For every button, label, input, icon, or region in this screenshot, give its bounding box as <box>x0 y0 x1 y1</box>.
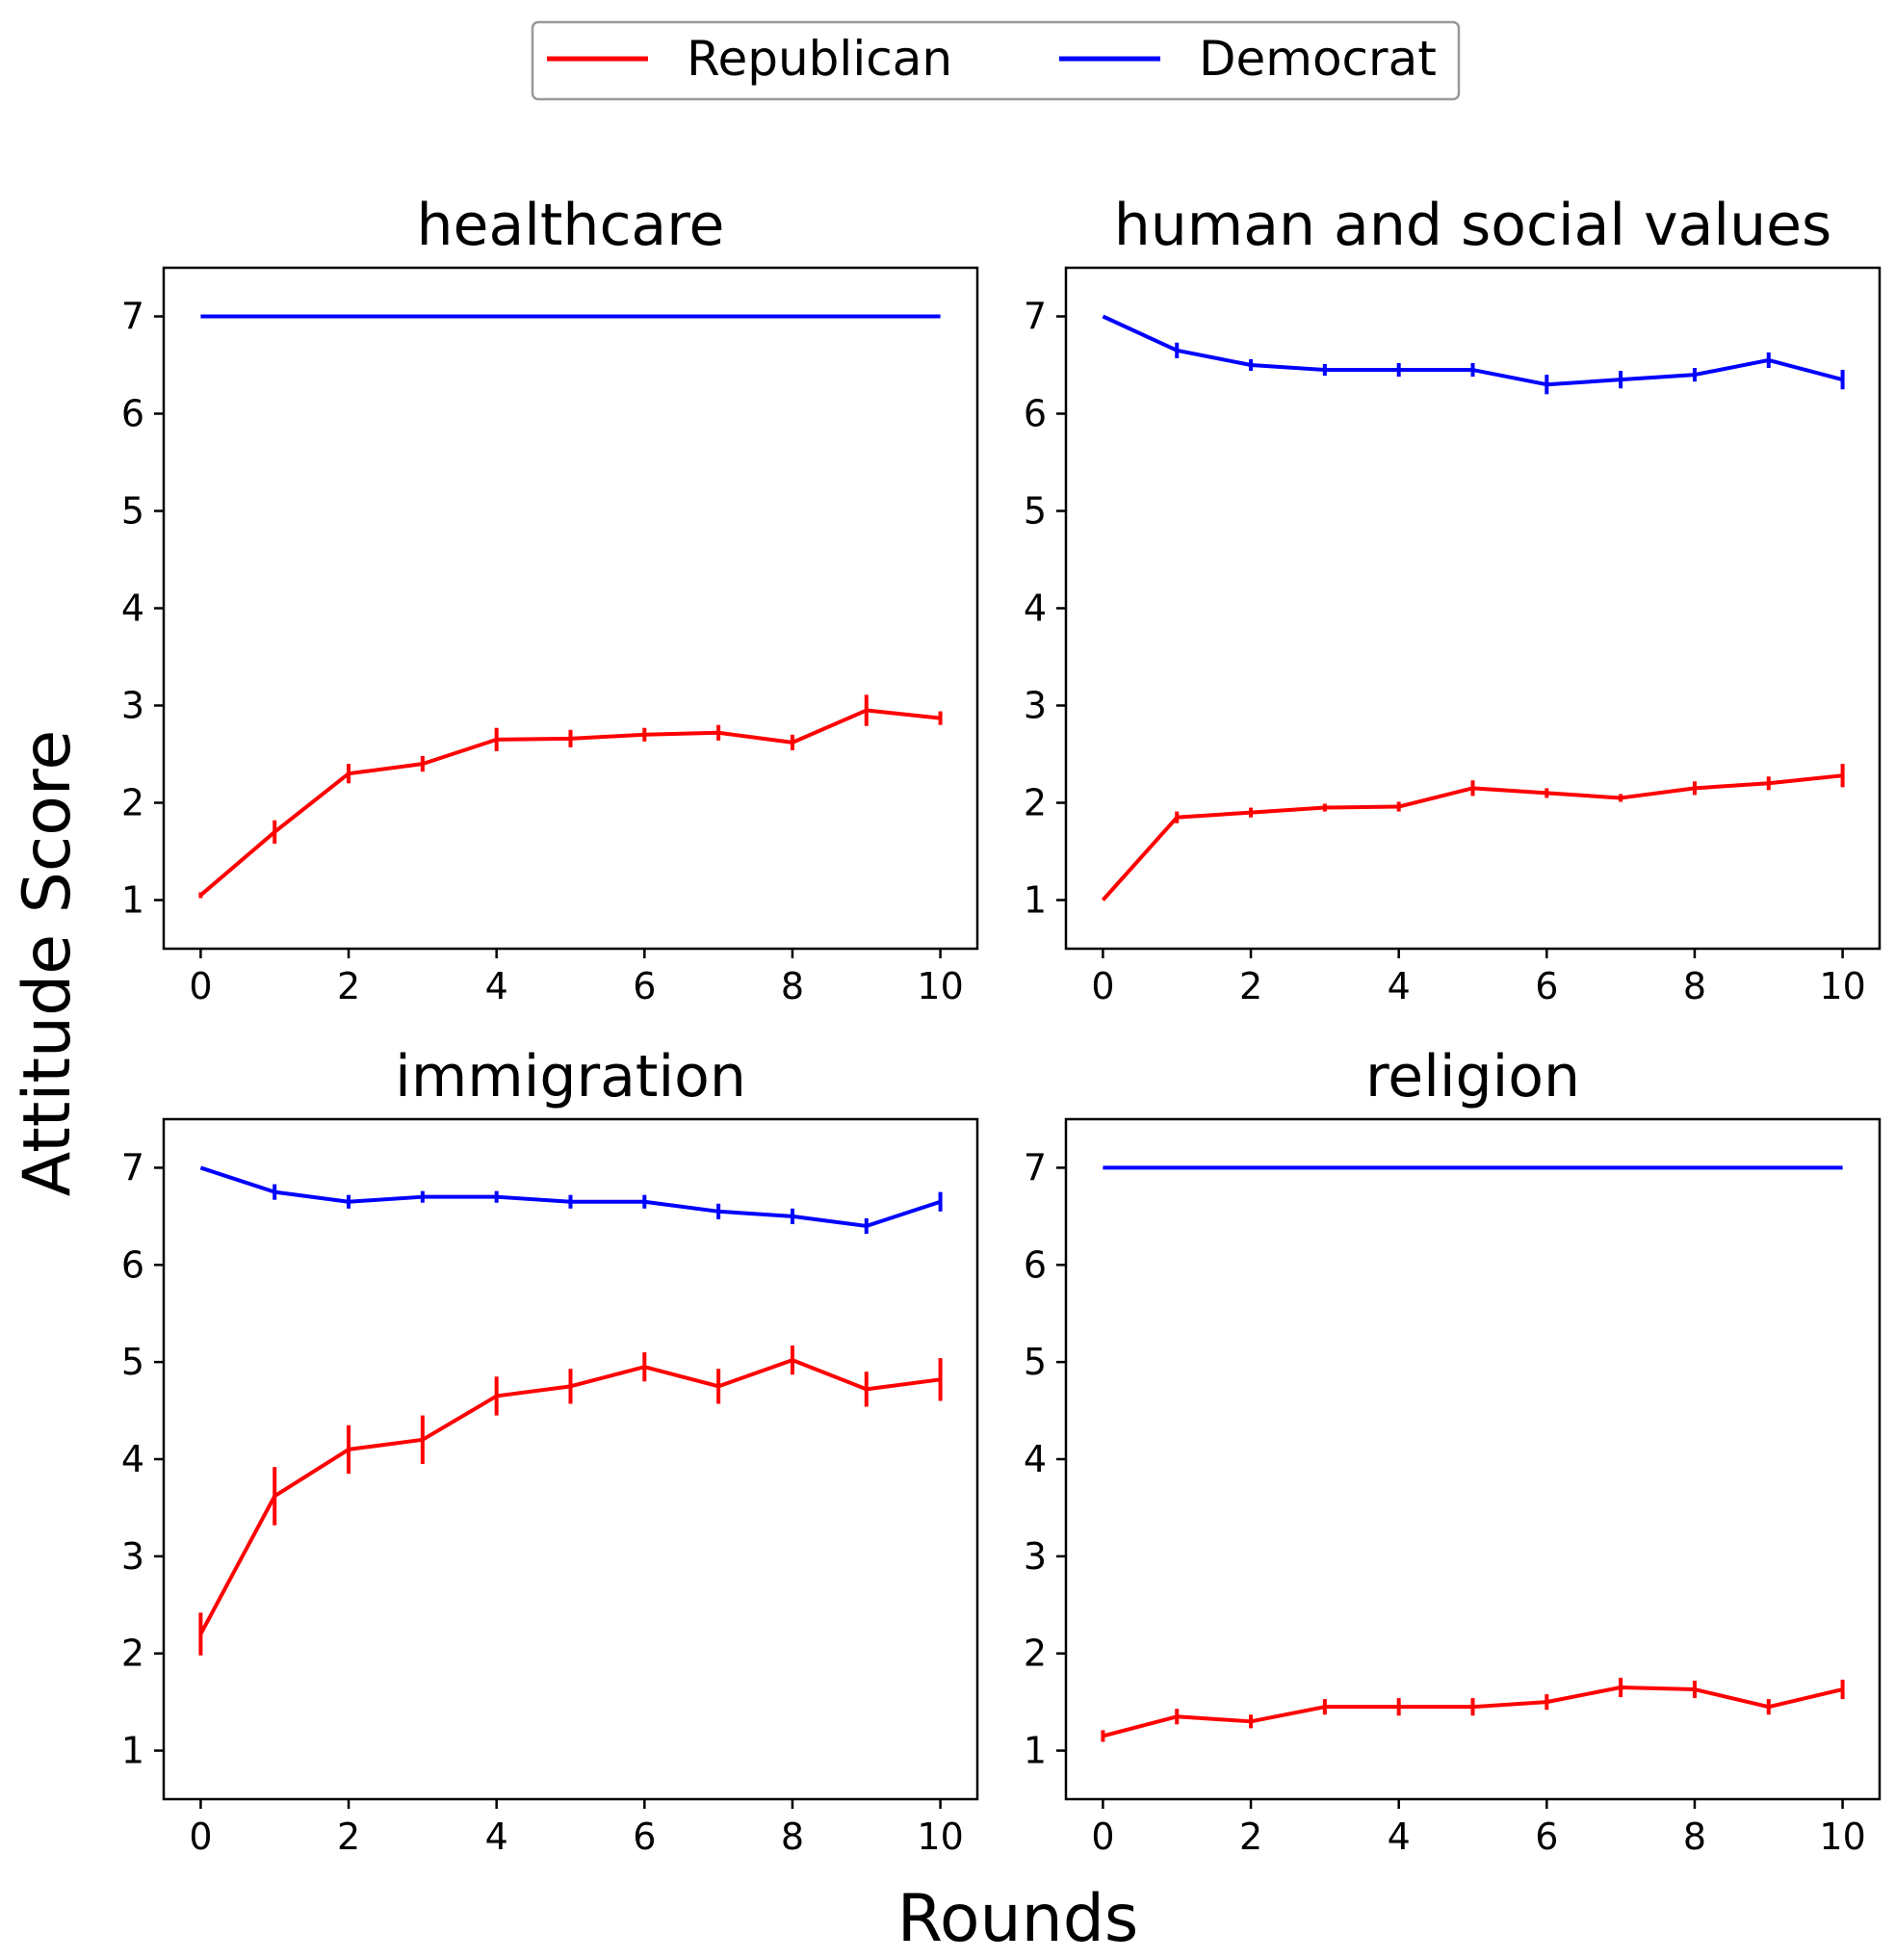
y-tick-label: 2 <box>1024 1633 1047 1675</box>
plot-area <box>1066 268 1880 949</box>
subplot-title: immigration <box>395 1043 746 1111</box>
x-tick-label: 8 <box>1683 1816 1706 1858</box>
x-tick-label: 4 <box>485 1816 508 1858</box>
x-tick-label: 4 <box>1388 1816 1411 1858</box>
subplot-title: healthcare <box>417 192 725 259</box>
plot-area <box>1066 1119 1880 1799</box>
y-tick-label: 3 <box>121 685 144 727</box>
legend-label-republican: Republican <box>687 31 952 87</box>
subplot-healthcare: healthcare 1 2 3 4 5 6 7 0 2 4 6 8 10 <box>121 192 979 1007</box>
legend: Republican Democrat <box>531 20 1461 101</box>
y-tick-label: 5 <box>121 490 144 533</box>
series-republican <box>198 1345 943 1656</box>
x-tick-label: 0 <box>189 1816 212 1858</box>
y-tick-label: 4 <box>1024 1438 1047 1480</box>
x-tick-label: 0 <box>1091 965 1114 1007</box>
y-tick-label: 6 <box>1024 393 1047 435</box>
y-tick-label: 5 <box>121 1341 144 1383</box>
y-tick-label: 7 <box>1024 1146 1047 1189</box>
y-tick-label: 3 <box>1024 685 1047 727</box>
plot-frame <box>1064 266 1882 951</box>
x-tick-label: 10 <box>1819 1816 1865 1858</box>
x-tick-label: 6 <box>1535 965 1558 1007</box>
y-tick-label: 2 <box>1024 782 1047 824</box>
y-tick-label: 7 <box>121 296 144 338</box>
series-republican <box>1101 764 1845 902</box>
x-tick-label: 6 <box>633 965 656 1007</box>
x-tick-label: 8 <box>781 1816 804 1858</box>
y-tick-label: 7 <box>1024 296 1047 338</box>
series-republican <box>198 694 943 899</box>
subplot-title: religion <box>1365 1043 1580 1111</box>
x-tick-label: 0 <box>1091 1816 1114 1858</box>
legend-label-democrat: Democrat <box>1199 31 1437 87</box>
y-tick-label: 6 <box>121 393 144 435</box>
plot-area <box>164 1119 977 1799</box>
y-tick-label: 4 <box>1024 588 1047 630</box>
x-tick-label: 6 <box>1535 1816 1558 1858</box>
y-tick-label: 5 <box>1024 1341 1047 1383</box>
x-tick-label: 8 <box>781 965 804 1007</box>
y-tick-label: 3 <box>121 1535 144 1578</box>
x-tick-label: 2 <box>1239 1816 1262 1858</box>
y-tick-label: 2 <box>121 1633 144 1675</box>
y-tick-label: 6 <box>1024 1243 1047 1286</box>
y-tick-label: 1 <box>1024 879 1047 922</box>
y-tick-label: 5 <box>1024 490 1047 533</box>
series-democrat <box>1102 314 1845 395</box>
plot-frame <box>162 1117 979 1801</box>
subplot-immigration: immigration 1 2 3 4 5 6 7 0 2 4 6 8 10 <box>121 1043 979 1858</box>
y-tick-label: 1 <box>1024 1730 1047 1772</box>
y-tick-label: 7 <box>121 1146 144 1189</box>
legend-frame <box>531 20 1461 101</box>
plot-frame <box>162 266 979 951</box>
x-tick-label: 6 <box>633 1816 656 1858</box>
y-tick-label: 2 <box>121 782 144 824</box>
x-tick-label: 2 <box>1239 965 1262 1007</box>
x-tick-label: 10 <box>917 1816 963 1858</box>
x-tick-label: 10 <box>1819 965 1865 1007</box>
y-tick-label: 6 <box>121 1243 144 1286</box>
y-axis-title: Attitude Score <box>10 730 86 1196</box>
plot-area <box>164 268 977 949</box>
subplot-human-and-social-values: human and social values 1 2 3 4 5 6 7 0 2 4 6 8 10 <box>1024 192 1882 1007</box>
x-tick-label: 4 <box>1388 965 1411 1007</box>
x-axis-title: Rounds <box>897 1881 1139 1957</box>
series-democrat <box>199 1165 943 1235</box>
y-tick-label: 1 <box>121 879 144 922</box>
x-tick-label: 8 <box>1683 965 1706 1007</box>
subplot-title: human and social values <box>1114 192 1832 259</box>
x-tick-label: 4 <box>485 965 508 1007</box>
x-tick-label: 0 <box>189 965 212 1007</box>
x-tick-label: 2 <box>337 965 360 1007</box>
x-tick-label: 10 <box>917 965 963 1007</box>
series-republican <box>1101 1677 1845 1742</box>
plot-frame <box>1064 1117 1882 1801</box>
y-tick-label: 4 <box>121 588 144 630</box>
y-tick-label: 1 <box>121 1730 144 1772</box>
subplot-religion: religion 1 2 3 4 5 6 7 0 2 4 6 8 10 <box>1024 1043 1882 1858</box>
y-tick-label: 4 <box>121 1438 144 1480</box>
y-tick-label: 3 <box>1024 1535 1047 1578</box>
x-tick-label: 2 <box>337 1816 360 1858</box>
